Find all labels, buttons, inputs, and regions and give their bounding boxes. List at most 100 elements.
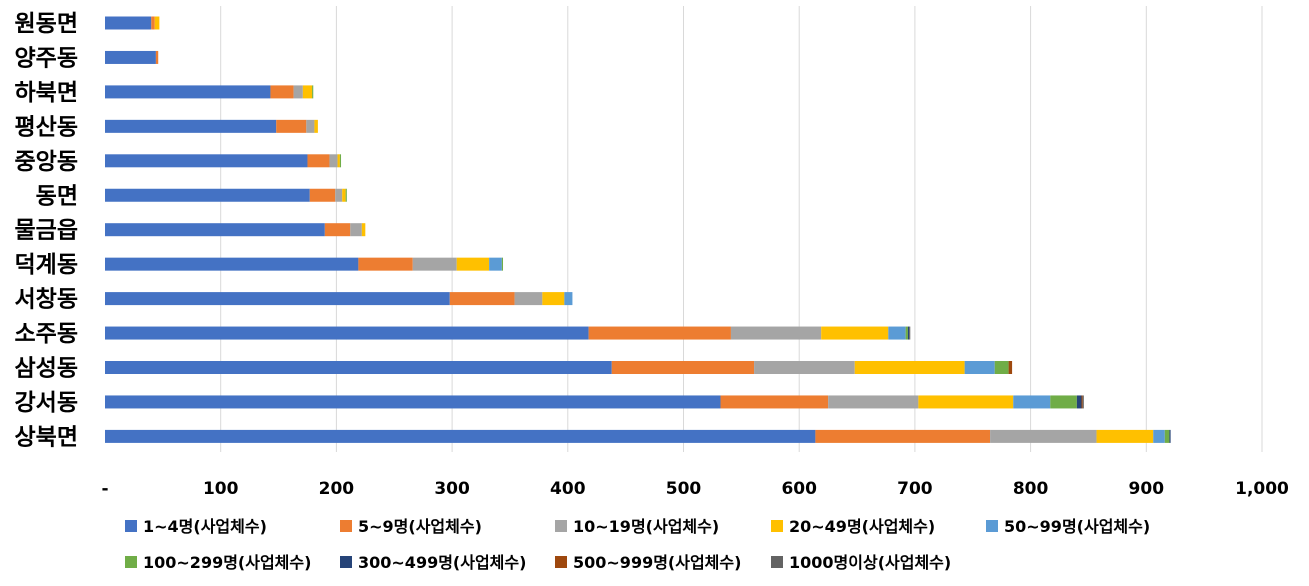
x-tick-label: 400 bbox=[550, 479, 586, 499]
category-label: 강서동 bbox=[15, 390, 78, 416]
bar-삼성동-series-2 bbox=[754, 361, 855, 374]
bar-강서동-series-7 bbox=[1081, 395, 1083, 409]
bar-양주동-series-0 bbox=[105, 50, 156, 64]
bar-동면-series-3 bbox=[342, 188, 346, 202]
bar-평산동-series-0 bbox=[105, 119, 277, 133]
bar-덕계동-series-3 bbox=[456, 257, 490, 271]
bar-소주동-series-4 bbox=[888, 326, 906, 340]
legend-swatch bbox=[555, 556, 567, 568]
category-label: 소주동 bbox=[15, 321, 78, 347]
bar-삼성동-series-7 bbox=[1008, 361, 1013, 374]
bar-하북면-series-1 bbox=[270, 85, 294, 99]
legend-label: 300~499명(사업체수) bbox=[358, 553, 526, 572]
bar-group-상북면 bbox=[105, 429, 1171, 443]
bar-양주동-series-1 bbox=[155, 50, 159, 64]
bar-group-중앙동 bbox=[105, 154, 342, 168]
legend-swatch bbox=[340, 520, 352, 532]
bar-중앙동-series-2 bbox=[329, 154, 338, 168]
legend-label: 1~4명(사업체수) bbox=[143, 517, 267, 536]
bar-group-하북면 bbox=[105, 85, 314, 99]
bar-강서동-series-8 bbox=[1082, 395, 1084, 409]
bar-소주동-series-0 bbox=[105, 326, 589, 340]
bar-group-삼성동 bbox=[105, 361, 1013, 374]
bar-삼성동-series-3 bbox=[854, 361, 965, 374]
legend-item: 10~19명(사업체수) bbox=[555, 517, 719, 536]
bar-상북면-series-0 bbox=[105, 429, 816, 443]
bar-평산동-series-3 bbox=[314, 119, 318, 133]
bar-강서동-series-5 bbox=[1050, 395, 1077, 409]
category-label: 하북면 bbox=[15, 80, 78, 106]
legend-item: 5~9명(사업체수) bbox=[340, 517, 482, 536]
category-label: 삼성동 bbox=[15, 356, 78, 382]
category-label: 원동면 bbox=[15, 11, 78, 37]
legend-item: 500~999명(사업체수) bbox=[555, 553, 741, 572]
bar-group-덕계동 bbox=[105, 257, 504, 271]
bar-원동면-series-3 bbox=[154, 16, 160, 30]
bar-group-동면 bbox=[105, 188, 347, 202]
bar-동면-series-2 bbox=[335, 188, 343, 202]
bar-삼성동-series-1 bbox=[611, 361, 755, 374]
bar-상북면-series-1 bbox=[815, 429, 991, 443]
bar-삼성동-series-4 bbox=[964, 361, 995, 374]
bar-삼성동-series-5 bbox=[994, 361, 1009, 374]
bar-중앙동-series-3 bbox=[337, 154, 340, 168]
bar-서창동-series-3 bbox=[542, 292, 565, 306]
legend-item: 1000명이상(사업체수) bbox=[771, 553, 951, 572]
bar-group-서창동 bbox=[105, 292, 573, 306]
bar-동면-series-5 bbox=[345, 188, 347, 202]
bar-강서동-series-2 bbox=[828, 395, 919, 409]
bar-강서동-series-0 bbox=[105, 395, 721, 409]
legend-item: 300~499명(사업체수) bbox=[340, 553, 526, 572]
bar-강서동-series-1 bbox=[720, 395, 829, 409]
gridlines bbox=[220, 6, 1263, 452]
bar-원동면-series-0 bbox=[105, 16, 152, 30]
bar-상북면-series-3 bbox=[1096, 429, 1154, 443]
x-tick-label: 200 bbox=[319, 479, 355, 499]
bar-강서동-series-4 bbox=[1013, 395, 1051, 409]
bar-하북면-series-3 bbox=[302, 85, 313, 99]
bar-상북면-series-6 bbox=[1169, 429, 1171, 443]
legend-swatch bbox=[771, 556, 783, 568]
bar-원동면-series-1 bbox=[151, 16, 155, 30]
x-tick-label: 900 bbox=[1129, 479, 1165, 499]
x-tick-label: 100 bbox=[203, 479, 239, 499]
bar-서창동-series-2 bbox=[514, 292, 543, 306]
bar-중앙동-series-5 bbox=[339, 154, 342, 168]
bar-하북면-series-0 bbox=[105, 85, 271, 99]
category-label: 상북면 bbox=[15, 424, 78, 450]
bar-group-강서동 bbox=[105, 395, 1084, 409]
category-label: 양주동 bbox=[15, 45, 78, 71]
bar-group-물금읍 bbox=[105, 223, 366, 237]
legend-label: 10~19명(사업체수) bbox=[573, 517, 719, 536]
x-tick-label: 1,000 bbox=[1235, 479, 1289, 499]
legend-swatch bbox=[125, 520, 137, 532]
legend-swatch bbox=[555, 520, 567, 532]
bar-서창동-series-0 bbox=[105, 292, 450, 306]
bar-소주동-series-6 bbox=[907, 326, 910, 340]
bar-소주동-series-3 bbox=[821, 326, 889, 340]
legend-swatch bbox=[986, 520, 998, 532]
x-tick-label: 500 bbox=[666, 479, 702, 499]
legend-label: 100~299명(사업체수) bbox=[143, 553, 311, 572]
bar-동면-series-0 bbox=[105, 188, 310, 202]
bar-중앙동-series-0 bbox=[105, 154, 308, 168]
category-label: 평산동 bbox=[15, 114, 78, 140]
legend-item: 100~299명(사업체수) bbox=[125, 553, 311, 572]
legend: 1~4명(사업체수) 5~9명(사업체수) 10~19명(사업체수) 20~49명(사… bbox=[125, 517, 1150, 572]
legend-label: 1000명이상(사업체수) bbox=[789, 553, 951, 572]
x-tick-label: 700 bbox=[897, 479, 933, 499]
bar-물금읍-series-3 bbox=[361, 223, 366, 237]
bar-중앙동-series-1 bbox=[307, 154, 330, 168]
bar-소주동-series-8 bbox=[909, 326, 911, 340]
bar-하북면-series-2 bbox=[293, 85, 303, 99]
bar-group-원동면 bbox=[105, 16, 160, 30]
bar-덕계동-series-5 bbox=[501, 257, 504, 271]
bar-동면-series-1 bbox=[309, 188, 336, 202]
bar-평산동-series-2 bbox=[306, 119, 315, 133]
bar-평산동-series-1 bbox=[276, 119, 307, 133]
bars bbox=[105, 16, 1171, 443]
bar-서창동-series-1 bbox=[449, 292, 515, 306]
bar-group-양주동 bbox=[105, 50, 159, 64]
legend-item: 20~49명(사업체수) bbox=[771, 517, 935, 536]
